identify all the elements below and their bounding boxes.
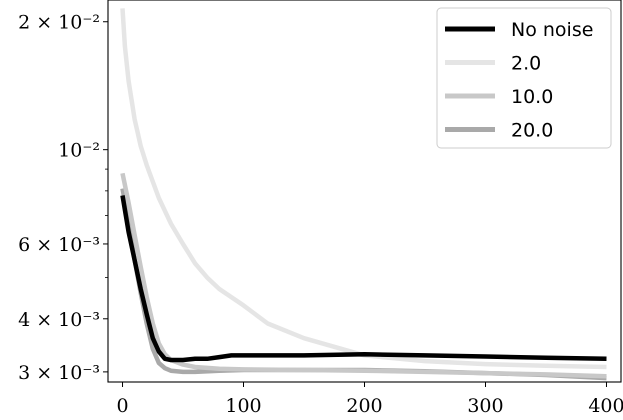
x-tick-label: 400 [588, 395, 623, 417]
series-line-1 [120, 8, 607, 370]
legend-box [436, 7, 612, 149]
series-line-0 [120, 195, 607, 363]
legend: No noise 2.0 10.0 20.0 [436, 7, 612, 149]
legend-label: No noise [511, 19, 593, 41]
x-tick-label: 300 [467, 395, 503, 417]
y-tick-label: 3 × 10⁻³ [18, 362, 100, 384]
series-line-2 [120, 172, 607, 379]
legend-label: 20.0 [511, 120, 553, 142]
x-tick-label: 200 [346, 395, 382, 417]
legend-label: 2.0 [511, 53, 541, 75]
x-axis-ticks: 0 100 200 300 400 [116, 382, 623, 417]
y-axis-ticks: 3 × 10⁻³ 4 × 10⁻³ 6 × 10⁻³ 10⁻² 2 × 10⁻² [18, 12, 108, 384]
x-tick-label: 0 [116, 395, 128, 417]
x-tick-label: 100 [225, 395, 261, 417]
y-tick-label: 2 × 10⁻² [18, 12, 100, 34]
legend-label: 10.0 [511, 86, 553, 108]
series-lines [120, 8, 607, 381]
y-tick-label: 10⁻² [58, 140, 100, 162]
y-tick-label: 4 × 10⁻³ [18, 309, 100, 331]
y-tick-label: 6 × 10⁻³ [18, 234, 100, 256]
